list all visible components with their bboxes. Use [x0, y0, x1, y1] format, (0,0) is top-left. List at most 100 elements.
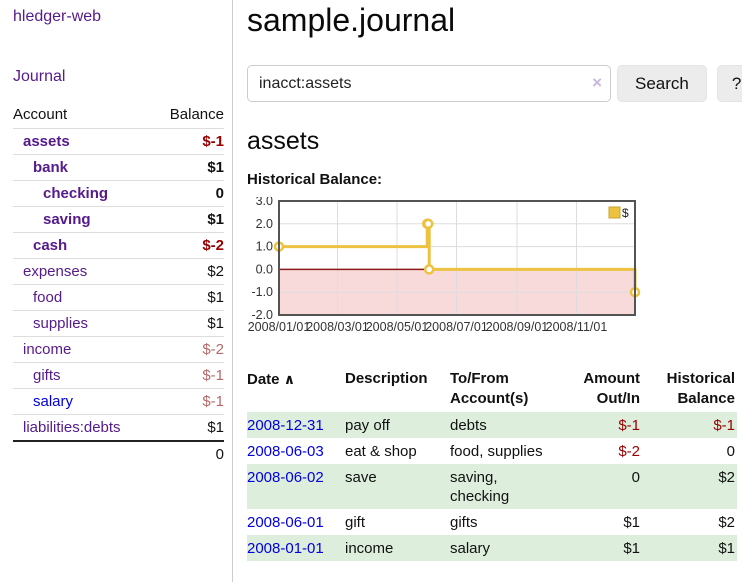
app-title-link[interactable]: hledger-web — [13, 8, 102, 25]
account-link-saving[interactable]: saving — [43, 211, 91, 228]
transaction-accounts: gifts — [450, 514, 478, 531]
search-input[interactable] — [247, 65, 611, 102]
transaction-accounts: saving, checking — [450, 464, 562, 509]
search-box: × — [247, 65, 611, 102]
transaction-balance: $2 — [642, 464, 737, 509]
accounts-header-account: Account — [13, 106, 68, 123]
transaction-date-link[interactable]: 2008-01-01 — [247, 540, 324, 557]
accounts-header-row: Account Balance — [13, 102, 224, 129]
balance-chart: $3.0 2.0 1.0 0.0 -1.0 -2.0 2008/01/01 2008/03/0… — [247, 194, 742, 343]
transaction-date-link[interactable]: 2008-06-03 — [247, 443, 324, 460]
account-balance: $2 — [153, 258, 224, 285]
register-header-accounts: To/From Account(s) — [450, 370, 529, 407]
account-balance: $1 — [153, 206, 224, 233]
account-balance: $-1 — [153, 128, 224, 155]
clear-search-icon[interactable]: × — [592, 73, 602, 92]
search-button[interactable]: Search — [617, 65, 707, 102]
account-balance: $-2 — [153, 336, 224, 363]
transaction-amount: $-1 — [562, 412, 642, 438]
register-header-date[interactable]: Date ∧ — [247, 366, 345, 412]
register-header-balance: Historical Balance — [666, 370, 735, 407]
y-tick-label: 3.0 — [256, 197, 273, 208]
account-row: gifts $-1 — [13, 362, 224, 389]
transaction-description: income — [345, 535, 450, 561]
account-link-supplies[interactable]: supplies — [33, 315, 89, 332]
account-balance: $-1 — [153, 388, 224, 415]
transaction-date-link[interactable]: 2008-12-31 — [247, 417, 324, 434]
transaction-description: save — [345, 464, 450, 509]
chart-title: Historical Balance: — [247, 171, 383, 188]
account-link-income[interactable]: income — [23, 341, 72, 358]
main-content: sample.journal × Search ? assets Histori… — [233, 0, 742, 582]
account-row: assets $-1 — [13, 128, 224, 155]
account-balance: $1 — [153, 154, 224, 181]
register-row: 2008-12-31 pay off debts $-1 $-1 — [247, 412, 737, 438]
sort-ascending-icon: ∧ — [283, 371, 296, 387]
transaction-description: pay off — [345, 412, 450, 438]
account-link-gifts[interactable]: gifts — [33, 367, 61, 384]
account-link-bank[interactable]: bank — [33, 159, 69, 176]
y-tick-label: 1.0 — [256, 240, 273, 254]
sidebar-item-journal[interactable]: Journal — [13, 68, 66, 85]
register-row: 2008-06-02 save saving, checking 0 $2 — [247, 464, 737, 509]
x-tick-label: 2008/07/01 — [425, 320, 488, 334]
account-row: bank $1 — [13, 154, 224, 181]
register-row: 2008-01-01 income salary $1 $1 — [247, 535, 737, 561]
account-link-liabilities-debts[interactable]: liabilities:debts — [23, 419, 121, 436]
transaction-amount: $1 — [562, 535, 642, 561]
transaction-amount: $-2 — [618, 443, 640, 460]
account-row: liabilities:debts $1 — [13, 414, 224, 441]
account-link-assets[interactable]: assets — [23, 133, 70, 150]
account-balance: $-1 — [153, 362, 224, 389]
balance-chart-svg: $3.0 2.0 1.0 0.0 -1.0 -2.02008/01/012008/03/0… — [248, 194, 641, 334]
x-tick-label: 2008/11/01 — [546, 320, 608, 334]
date-header-label: Date — [247, 371, 280, 388]
register-row: 2008-06-01 gift gifts $1 $2 — [247, 509, 737, 535]
transaction-balance: $-1 — [642, 412, 737, 438]
transaction-date-link[interactable]: 2008-06-02 — [247, 469, 324, 486]
account-link-food[interactable]: food — [33, 289, 63, 306]
account-row: expenses $2 — [13, 258, 224, 285]
register-table: Date ∧ Description To/From Account(s) Am… — [247, 366, 737, 561]
transaction-description: gift — [345, 514, 366, 531]
accounts-total-value: 0 — [153, 440, 224, 467]
help-button[interactable]: ? — [716, 65, 742, 102]
transaction-balance: 0 — [726, 443, 735, 460]
transaction-balance: $1 — [642, 535, 737, 561]
transaction-date-link[interactable]: 2008-06-01 — [247, 514, 324, 531]
account-link-checking[interactable]: checking — [43, 185, 109, 202]
transaction-accounts: food, supplies — [450, 443, 543, 460]
account-row: saving $1 — [13, 206, 224, 233]
account-balance: $1 — [153, 414, 224, 441]
account-row: food $1 — [13, 284, 224, 311]
transaction-amount: $1 — [623, 514, 640, 531]
y-tick-label: 2.0 — [256, 217, 273, 231]
y-tick-label: -1.0 — [251, 285, 273, 299]
data-point-marker — [422, 218, 434, 230]
account-row: salary $-1 — [13, 388, 224, 415]
account-row: cash $-2 — [13, 232, 224, 259]
accounts-body: assets $-1 bank $1 checking 0 saving $1 cash $-2 e… — [13, 128, 224, 467]
account-balance: $-2 — [153, 232, 224, 259]
data-point-marker — [423, 264, 435, 275]
account-heading: assets — [247, 127, 320, 155]
account-balance: 0 — [153, 180, 224, 207]
y-tick-label: -2.0 — [251, 308, 273, 322]
legend-label: $ — [622, 206, 629, 220]
register-row: 2008-06-03 eat & shop food, supplies $-2 0 — [247, 438, 737, 464]
account-link-expenses[interactable]: expenses — [23, 263, 88, 280]
x-tick-label: 2008/01/01 — [248, 320, 311, 334]
x-tick-label: 2008/03/01 — [306, 320, 369, 334]
plot-border — [278, 200, 636, 316]
account-link-cash[interactable]: cash — [33, 237, 68, 254]
register-body: 2008-12-31 pay off debts $-1 $-1 2008-06-03 ea… — [247, 412, 737, 561]
accounts-table: Account Balance assets $-1 bank $1 checking 0… — [13, 102, 224, 467]
account-balance: $1 — [153, 284, 224, 311]
account-balance: $1 — [153, 310, 224, 337]
account-row: supplies $1 — [13, 310, 224, 337]
transaction-description: eat & shop — [345, 443, 417, 460]
search-form: × Search ? — [247, 65, 742, 102]
register-header-row: Date ∧ Description To/From Account(s) Am… — [247, 366, 737, 412]
account-link-salary[interactable]: salary — [33, 393, 74, 410]
accounts-header-balance: Balance — [169, 106, 224, 123]
